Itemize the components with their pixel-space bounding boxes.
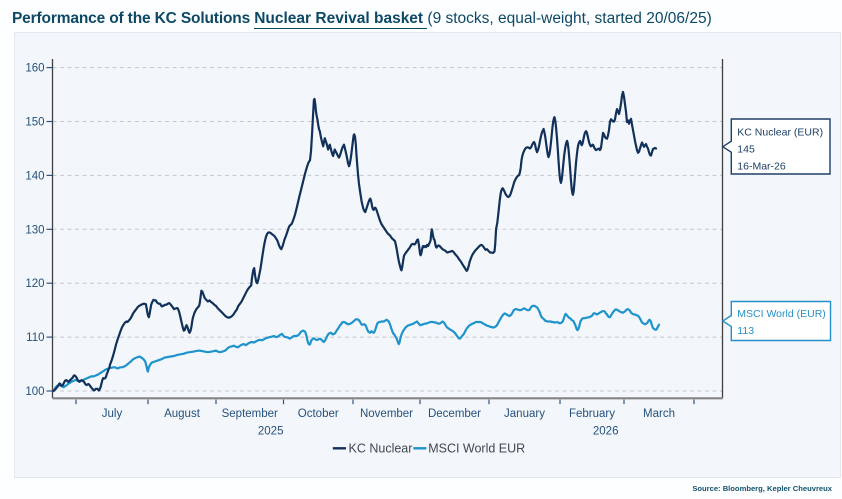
- svg-text:February: February: [569, 408, 615, 420]
- svg-text:September: September: [222, 408, 278, 420]
- svg-text:113: 113: [737, 325, 754, 337]
- svg-text:100: 100: [25, 386, 44, 398]
- svg-text:July: July: [102, 408, 123, 420]
- svg-text:MSCI World EUR: MSCI World EUR: [428, 441, 525, 455]
- svg-text:160: 160: [25, 63, 44, 75]
- svg-text:November: November: [360, 408, 413, 420]
- svg-text:140: 140: [25, 170, 44, 182]
- svg-text:KC Nuclear (EUR): KC Nuclear (EUR): [737, 127, 823, 139]
- svg-text:2026: 2026: [593, 426, 619, 438]
- svg-text:October: October: [298, 408, 339, 420]
- svg-text:January: January: [504, 408, 545, 420]
- svg-text:130: 130: [25, 224, 44, 236]
- svg-text:110: 110: [26, 332, 44, 344]
- svg-text:2025: 2025: [258, 426, 284, 438]
- svg-text:December: December: [428, 408, 481, 420]
- svg-text:150: 150: [25, 117, 44, 129]
- svg-text:120: 120: [25, 278, 44, 290]
- svg-text:March: March: [643, 408, 675, 420]
- svg-text:MSCI World (EUR): MSCI World (EUR): [737, 308, 825, 320]
- svg-text:KC Nuclear: KC Nuclear: [349, 441, 413, 455]
- svg-text:16-Mar-26: 16-Mar-26: [737, 161, 786, 173]
- svg-text:August: August: [164, 408, 201, 420]
- svg-text:145: 145: [737, 144, 755, 156]
